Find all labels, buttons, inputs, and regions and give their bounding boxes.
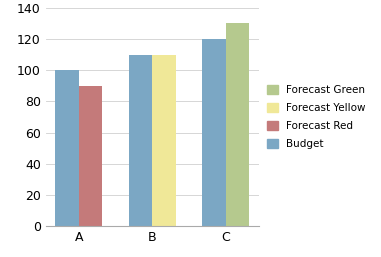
- Bar: [152, 54, 176, 226]
- Bar: [55, 70, 79, 226]
- Bar: [129, 54, 152, 226]
- Bar: [226, 23, 250, 226]
- Legend: Forecast Green, Forecast Yellow, Forecast Red, Budget: Forecast Green, Forecast Yellow, Forecas…: [264, 82, 369, 152]
- Bar: [202, 39, 226, 226]
- Bar: [79, 86, 102, 226]
